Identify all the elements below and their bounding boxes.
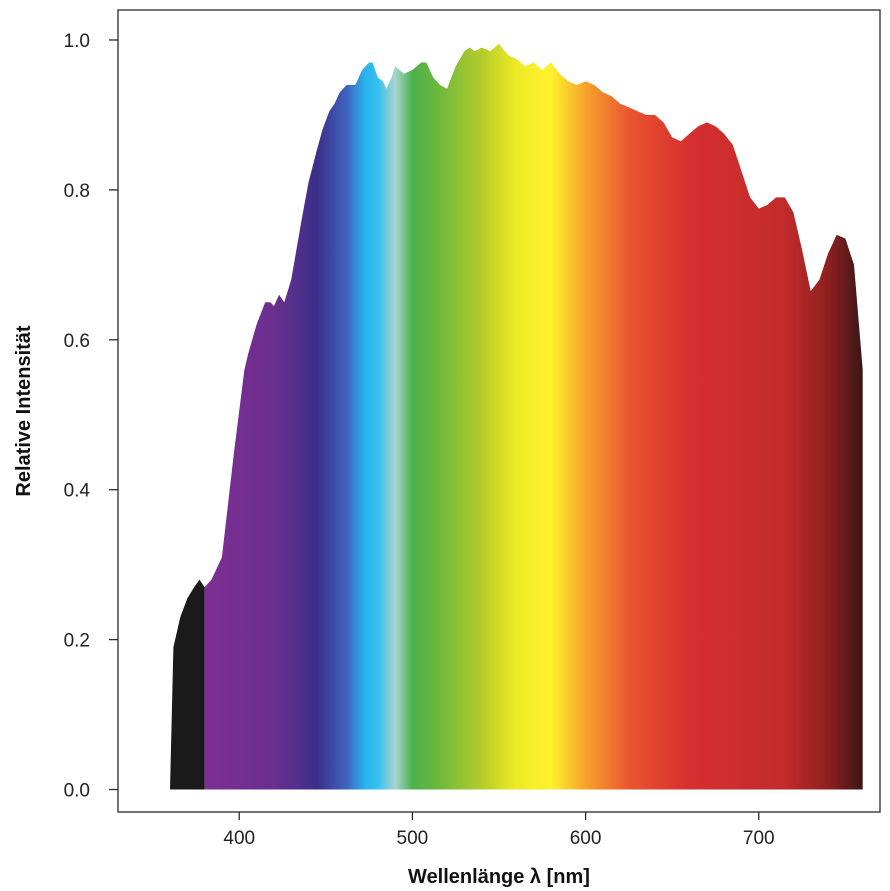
visible-spectrum-area: [204, 43, 863, 790]
x-tick-label: 600: [570, 828, 602, 849]
x-tick-label: 400: [223, 828, 255, 849]
y-tick-label: 1.0: [64, 31, 90, 52]
y-tick-label: 0.0: [64, 781, 90, 802]
y-axis-ticks: 0.0 0.2 0.4 0.6 0.8 1.0: [64, 31, 118, 802]
x-tick-label: 500: [397, 828, 429, 849]
y-tick-label: 0.4: [64, 481, 91, 502]
y-tick-label: 0.8: [64, 181, 90, 202]
y-tick-label: 0.6: [64, 331, 90, 352]
ultraviolet-area: [170, 579, 205, 790]
x-tick-label: 700: [743, 828, 775, 849]
y-tick-label: 0.2: [64, 631, 90, 652]
x-axis-ticks: 400 500 600 700: [223, 812, 775, 849]
y-axis-title: Relative Intensität: [13, 325, 35, 497]
x-axis-title: Wellenlänge λ [nm]: [408, 866, 590, 888]
